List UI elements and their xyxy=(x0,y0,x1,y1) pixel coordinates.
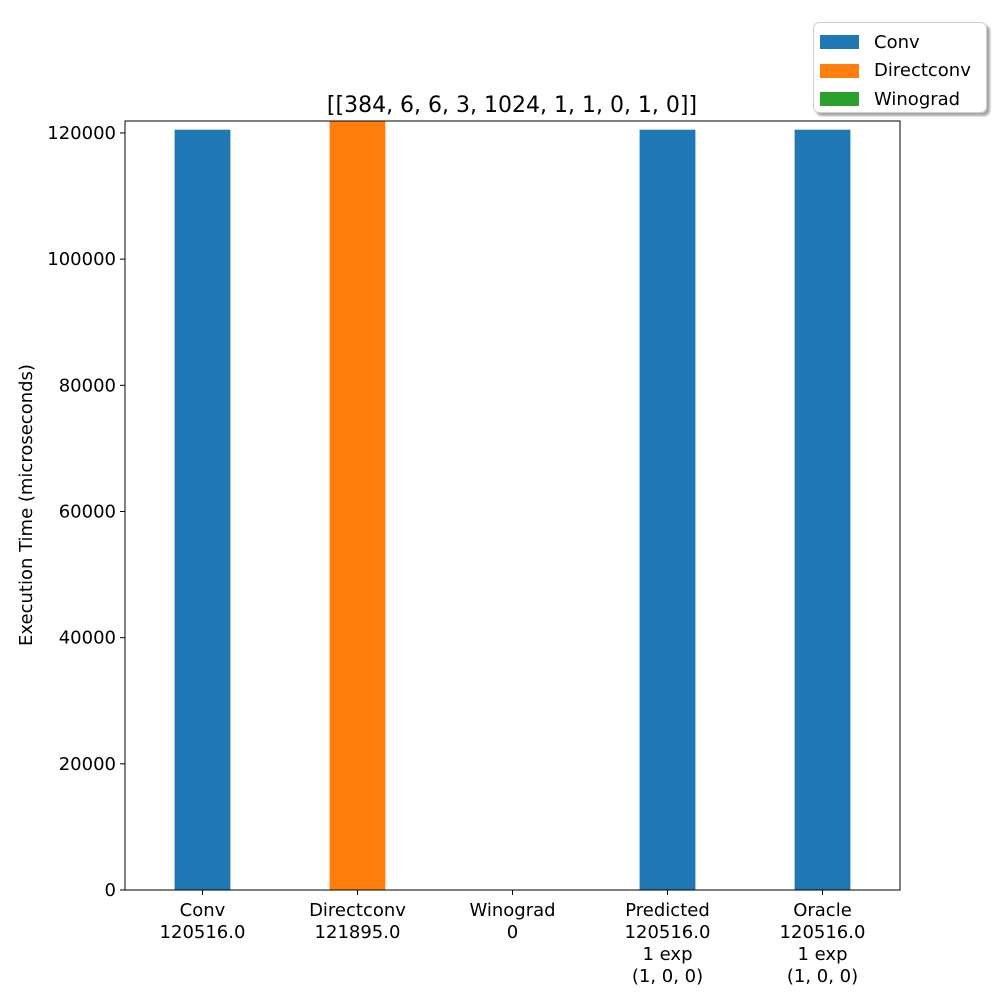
x-tick-label-line: Directconv xyxy=(309,900,406,921)
x-tick-label-line: (1, 0, 0) xyxy=(787,966,858,987)
legend-label-conv: Conv xyxy=(874,31,920,53)
x-tick-label-line: Oracle xyxy=(793,900,852,921)
x-tick-label-line: 0 xyxy=(507,922,518,943)
y-axis-label: Execution Time (microseconds) xyxy=(16,364,37,646)
bar-oracle xyxy=(794,129,851,890)
y-tick-label: 100000 xyxy=(47,249,116,270)
y-tick-label: 20000 xyxy=(59,754,116,775)
x-tick-label-line: 1 exp xyxy=(642,944,692,965)
plot-frame xyxy=(124,120,901,891)
legend-item-directconv: Directconv xyxy=(820,57,986,86)
bar-directconv xyxy=(329,121,386,890)
y-tick-label: 0 xyxy=(105,880,116,901)
legend-item-conv: Conv xyxy=(820,28,986,57)
legend: Conv Directconv Winograd xyxy=(813,22,987,113)
y-tick-label: 60000 xyxy=(59,501,116,522)
legend-label-winograd: Winograd xyxy=(874,88,961,110)
legend-swatch-directconv xyxy=(820,63,859,78)
legend-label-directconv: Directconv xyxy=(874,60,971,82)
y-ticks-group: 0 20000 40000 60000 80000 100000 120000 xyxy=(47,123,125,901)
bar-conv xyxy=(174,129,231,890)
y-tick-label: 120000 xyxy=(47,123,116,144)
y-tick-label: 80000 xyxy=(59,375,116,396)
x-tick-label: Winograd 0 xyxy=(469,900,555,943)
x-tick-label-line: 120516.0 xyxy=(780,922,866,943)
x-tick-label-line: 120516.0 xyxy=(625,922,711,943)
legend-item-winograd: Winograd xyxy=(820,85,986,114)
x-tick-label: Directconv 121895.0 xyxy=(309,900,406,943)
x-tick-label: Oracle 120516.0 1 exp (1, 0, 0) xyxy=(780,900,866,987)
x-tick-label: Conv 120516.0 xyxy=(160,900,246,943)
x-tick-label-line: Conv xyxy=(180,900,226,921)
x-tick-label-line: Predicted xyxy=(625,900,710,921)
legend-swatch-winograd xyxy=(820,92,859,107)
y-tick-label: 40000 xyxy=(59,628,116,649)
x-tick-label: Predicted 120516.0 1 exp (1, 0, 0) xyxy=(625,900,711,987)
x-tick-label-line: 120516.0 xyxy=(160,922,246,943)
x-tick-label-line: 121895.0 xyxy=(315,922,401,943)
bar-predicted xyxy=(639,129,696,890)
legend-swatch-conv xyxy=(820,35,859,50)
bars-group xyxy=(174,121,851,890)
x-tick-label-line: (1, 0, 0) xyxy=(632,966,703,987)
chart-title: [[384, 6, 6, 3, 1024, 1, 1, 0, 1, 0]] xyxy=(327,93,697,118)
x-tick-label-line: 1 exp xyxy=(797,944,847,965)
x-tick-label-line: Winograd xyxy=(469,900,555,921)
